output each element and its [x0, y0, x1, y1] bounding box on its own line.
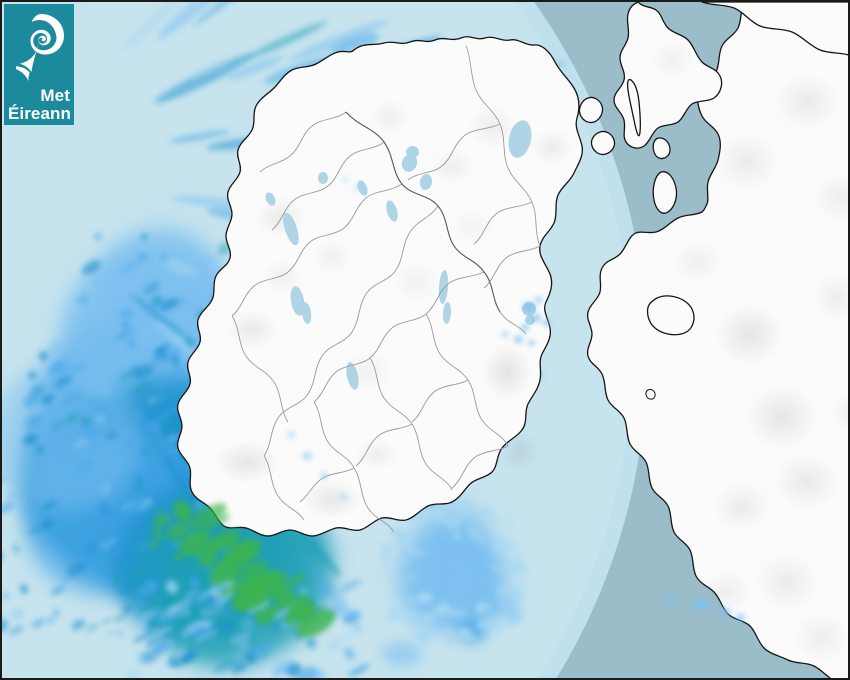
county-border-line: [452, 446, 508, 488]
county-border-line: [396, 206, 438, 270]
precipitation-echo: [532, 314, 541, 322]
county-border-line: [264, 394, 308, 456]
county-border-line: [328, 142, 384, 186]
precipitation-echo: [736, 614, 745, 621]
county-border-line: [466, 46, 500, 124]
county-border-line: [412, 424, 452, 490]
county-border-line: [426, 314, 468, 380]
county-border-line: [370, 314, 426, 358]
county-border-line: [474, 202, 532, 244]
county-border-line: [274, 382, 288, 422]
county-border-line: [356, 424, 412, 466]
county-border-line: [344, 184, 402, 228]
county-border-line: [370, 358, 412, 424]
precipitation-echo: [287, 432, 295, 438]
precipitation-echo: [342, 177, 348, 182]
county-border-line: [314, 358, 370, 402]
landmass-layer: [2, 2, 848, 678]
logo-wordmark: Met Éireann: [4, 87, 72, 122]
county-border-line: [426, 272, 484, 314]
northern-ireland-border: [346, 112, 500, 312]
county-border-line: [352, 270, 396, 332]
precipitation-echo: [528, 340, 535, 346]
county-border-line: [412, 380, 468, 422]
precipitation-echo: [542, 320, 550, 326]
county-border-line: [314, 402, 354, 468]
county-border-line: [264, 456, 304, 520]
precipitation-echo: [718, 608, 730, 617]
radar-map-viewport[interactable]: Met Éireann Rainfall Radar: [0, 0, 850, 680]
precipitation-echo: [521, 324, 529, 331]
logo-wordmark-line1: Met: [4, 87, 72, 104]
precipitation-echo: [502, 332, 508, 337]
precipitation-echo: [320, 472, 328, 479]
met-eireann-logo[interactable]: Met Éireann: [4, 4, 74, 125]
county-borders: [2, 2, 850, 680]
precipitation-echo: [302, 452, 312, 460]
county-border-line: [500, 124, 532, 202]
precipitation-echo: [514, 336, 523, 343]
county-border-line: [288, 228, 344, 272]
county-border-line: [408, 166, 442, 180]
county-border-line: [272, 186, 328, 230]
county-border-line: [532, 202, 540, 246]
county-border-line: [354, 468, 394, 532]
precipitation-echo: [354, 184, 362, 191]
precipitation-echo: [535, 297, 542, 303]
precipitation-echo: [523, 302, 535, 312]
county-border-line: [290, 112, 346, 156]
precipitation-echo: [340, 494, 347, 500]
county-border-line: [438, 206, 484, 272]
celtic-spiral-icon: [8, 10, 70, 88]
county-border-line: [308, 332, 352, 394]
county-border-line: [484, 246, 540, 288]
county-border-line: [232, 272, 288, 316]
county-border-line: [468, 380, 508, 446]
precipitation-echo: [692, 598, 710, 610]
logo-wordmark-line2: Éireann: [4, 105, 72, 122]
county-border-line: [232, 316, 274, 382]
county-border-line: [260, 156, 290, 172]
county-border-line: [442, 124, 500, 166]
precipitation-echo: [666, 598, 676, 606]
